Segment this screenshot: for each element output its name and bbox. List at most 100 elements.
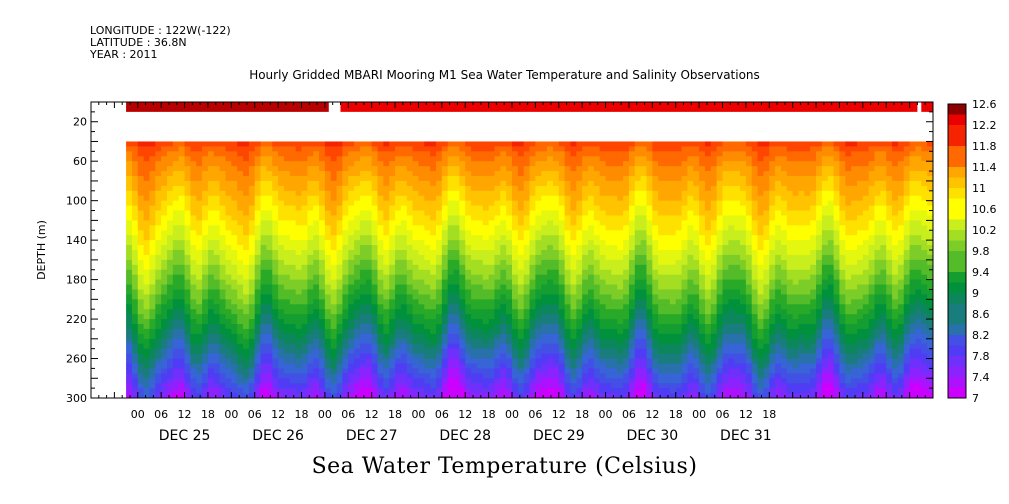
contour-cell	[319, 333, 326, 340]
contour-cell	[342, 161, 349, 167]
contour-cell	[371, 284, 379, 291]
contour-cell	[476, 230, 484, 236]
contour-cell	[570, 180, 577, 187]
contour-cell	[512, 309, 519, 315]
contour-cell	[552, 324, 560, 330]
contour-cell	[494, 383, 501, 389]
contour-cell	[646, 195, 653, 202]
contour-cell	[424, 284, 431, 291]
contour-cell	[424, 235, 431, 241]
contour-cell	[494, 215, 501, 221]
contour-cell	[289, 146, 297, 152]
contour-cell	[541, 250, 548, 256]
contour-cell	[506, 274, 513, 281]
contour-cell	[319, 324, 326, 330]
contour-cell	[570, 319, 577, 325]
contour-cell	[161, 240, 168, 246]
contour-cell	[681, 161, 689, 167]
contour-cell	[459, 383, 466, 389]
contour-cell	[126, 235, 133, 241]
contour-cell	[617, 240, 624, 246]
contour-cell	[412, 176, 420, 182]
contour-cell	[283, 180, 291, 187]
contour-cell	[523, 254, 531, 261]
contour-cell	[593, 378, 601, 384]
contour-cell	[441, 368, 449, 374]
contour-cell	[459, 299, 466, 305]
contour-cell	[435, 274, 443, 281]
contour-cell	[617, 328, 624, 335]
contour-cell	[488, 264, 496, 271]
contour-cell	[523, 284, 531, 291]
contour-cell	[482, 259, 490, 266]
contour-cell	[272, 353, 279, 360]
contour-cell	[593, 343, 601, 350]
contour-cell	[593, 333, 601, 340]
contour-cell	[231, 156, 238, 162]
contour-cell	[471, 393, 478, 398]
contour-cell	[652, 284, 659, 291]
contour-cell	[535, 195, 542, 202]
contour-cell	[669, 171, 677, 177]
contour-cell	[465, 383, 472, 389]
contour-cell	[535, 156, 542, 162]
contour-cell	[389, 235, 396, 241]
contour-cell	[149, 284, 156, 291]
contour-cell	[359, 254, 367, 261]
contour-cell	[576, 141, 583, 147]
contour-cell	[131, 363, 139, 369]
contour-cell	[547, 324, 554, 330]
contour-cell	[313, 146, 320, 152]
contour-cell	[547, 284, 554, 291]
contour-cell	[395, 333, 402, 340]
contour-cell	[207, 250, 215, 256]
contour-cell	[593, 368, 601, 374]
contour-cell	[471, 171, 478, 177]
contour-cell	[681, 279, 689, 286]
contour-cell	[400, 180, 408, 187]
contour-cell	[535, 284, 542, 291]
contour-cell	[418, 294, 425, 300]
contour-cell	[178, 146, 186, 152]
contour-cell	[441, 264, 449, 271]
contour-cell	[471, 353, 478, 360]
contour-cell	[681, 151, 689, 157]
contour-cell	[184, 348, 192, 355]
contour-cell	[506, 388, 513, 394]
contour-cell	[541, 200, 548, 207]
contour-cell	[266, 299, 273, 305]
contour-cell	[219, 245, 227, 251]
contour-cell	[529, 289, 536, 295]
contour-cell	[547, 166, 554, 172]
contour-cell	[219, 151, 227, 157]
contour-cell	[354, 156, 361, 162]
contour-cell	[652, 240, 659, 246]
contour-cell	[383, 393, 390, 398]
contour-cell	[167, 274, 174, 281]
contour-cell	[231, 161, 238, 167]
contour-cell	[471, 383, 478, 389]
contour-cell	[283, 215, 291, 221]
contour-cell	[383, 388, 390, 394]
contour-cell	[248, 348, 256, 355]
contour-cell	[126, 363, 133, 369]
contour-cell	[435, 304, 443, 310]
contour-cell	[324, 161, 332, 167]
contour-cell	[395, 348, 402, 355]
contour-cell	[482, 378, 490, 384]
contour-cell	[184, 259, 192, 266]
contour-cell	[354, 259, 361, 266]
contour-cell	[500, 156, 507, 162]
contour-cell	[628, 299, 636, 305]
contour-cell	[354, 141, 361, 147]
contour-cell	[500, 230, 507, 236]
contour-cell	[552, 215, 560, 221]
contour-cell	[272, 141, 279, 147]
contour-cell	[266, 200, 273, 207]
contour-cell	[564, 383, 572, 389]
contour-cell	[336, 338, 344, 345]
contour-cell	[237, 348, 244, 355]
contour-cell	[500, 176, 507, 182]
contour-cell	[395, 180, 402, 187]
contour-cell	[167, 393, 174, 398]
